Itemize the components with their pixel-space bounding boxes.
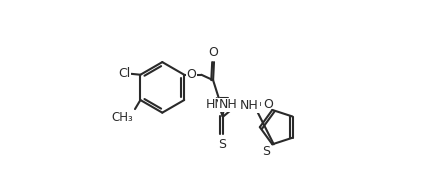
Text: Cl: Cl	[118, 67, 130, 80]
Text: HN: HN	[206, 98, 224, 111]
Text: O: O	[209, 46, 218, 59]
Text: NH: NH	[240, 99, 259, 112]
Text: S: S	[219, 138, 227, 151]
Text: S: S	[262, 145, 270, 158]
Text: CH₃: CH₃	[111, 111, 133, 124]
Text: O: O	[187, 68, 196, 81]
Text: NH: NH	[219, 98, 238, 111]
Text: O: O	[263, 98, 273, 111]
